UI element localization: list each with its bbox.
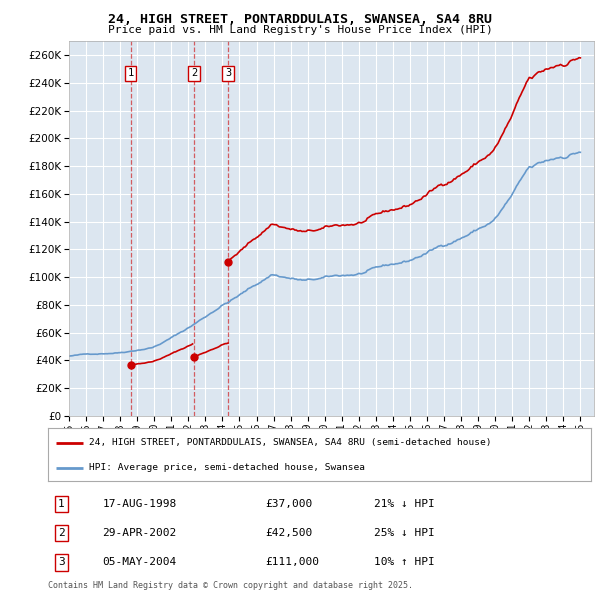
Text: £111,000: £111,000 xyxy=(265,558,319,568)
Text: 24, HIGH STREET, PONTARDDULAIS, SWANSEA, SA4 8RU: 24, HIGH STREET, PONTARDDULAIS, SWANSEA,… xyxy=(108,13,492,26)
Text: 2: 2 xyxy=(191,68,197,78)
Text: 10% ↑ HPI: 10% ↑ HPI xyxy=(374,558,434,568)
Text: 1: 1 xyxy=(58,499,65,509)
Text: 25% ↓ HPI: 25% ↓ HPI xyxy=(374,528,434,538)
Text: 3: 3 xyxy=(58,558,65,568)
Text: 3: 3 xyxy=(225,68,232,78)
Text: 29-APR-2002: 29-APR-2002 xyxy=(103,528,176,538)
Text: 05-MAY-2004: 05-MAY-2004 xyxy=(103,558,176,568)
Text: Price paid vs. HM Land Registry's House Price Index (HPI): Price paid vs. HM Land Registry's House … xyxy=(107,25,493,35)
Text: 17-AUG-1998: 17-AUG-1998 xyxy=(103,499,176,509)
Text: 24, HIGH STREET, PONTARDDULAIS, SWANSEA, SA4 8RU (semi-detached house): 24, HIGH STREET, PONTARDDULAIS, SWANSEA,… xyxy=(89,438,491,447)
Text: Contains HM Land Registry data © Crown copyright and database right 2025.
This d: Contains HM Land Registry data © Crown c… xyxy=(48,581,413,590)
Text: HPI: Average price, semi-detached house, Swansea: HPI: Average price, semi-detached house,… xyxy=(89,463,365,472)
Text: 2: 2 xyxy=(58,528,65,538)
Text: 21% ↓ HPI: 21% ↓ HPI xyxy=(374,499,434,509)
Text: £42,500: £42,500 xyxy=(265,528,313,538)
Text: £37,000: £37,000 xyxy=(265,499,313,509)
Text: 1: 1 xyxy=(128,68,134,78)
